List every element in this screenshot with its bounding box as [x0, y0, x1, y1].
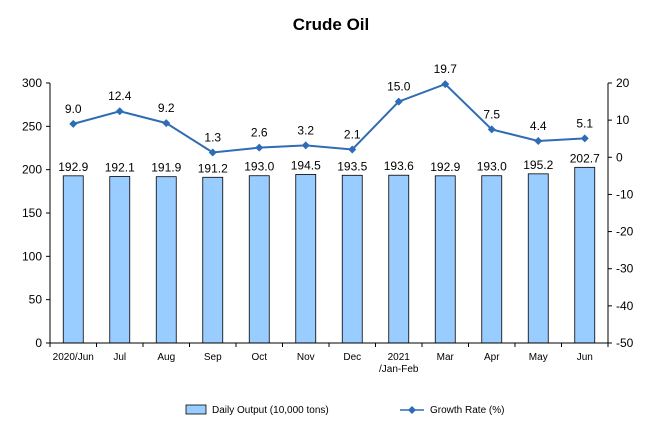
growth-rate-label-11: 5.1	[576, 116, 593, 130]
line-layer	[69, 80, 589, 157]
growth-rate-label-1: 12.4	[108, 89, 132, 103]
x-tick-label-8: Mar	[437, 352, 455, 363]
growth-rate-point-2	[162, 119, 171, 128]
x-tick-label-2: Aug	[157, 352, 175, 363]
growth-rate-label-6: 2.1	[344, 127, 361, 141]
bar-value-label-9: 193.0	[477, 160, 507, 174]
x-tick-label-3: Sep	[204, 352, 222, 363]
growth-rate-point-1	[115, 107, 124, 116]
chart-title: Crude Oil	[293, 15, 370, 34]
bar-5	[295, 174, 317, 344]
bar-value-label-3: 191.2	[198, 161, 228, 175]
bar-value-label-6: 193.5	[337, 159, 367, 173]
growth-rate-label-2: 9.2	[158, 101, 175, 115]
growth-rate-label-5: 3.2	[297, 123, 314, 137]
right-tick-label-6: 10	[616, 113, 630, 127]
right-tick-label-4: -10	[616, 187, 634, 201]
x-tick-label-11: Jun	[577, 352, 593, 363]
left-tick-label-0: 0	[35, 336, 42, 350]
left-tick-label-1: 50	[29, 293, 43, 307]
bar-7	[388, 174, 410, 344]
left-tick-label-5: 250	[22, 119, 42, 133]
growth-rate-line	[72, 82, 585, 154]
legend-line-marker	[408, 406, 416, 414]
right-tick-label-3: -20	[616, 225, 634, 239]
bar-value-label-7: 193.6	[384, 159, 414, 173]
right-tick-label-5: 0	[616, 150, 623, 164]
growth-rate-point-9	[487, 125, 496, 134]
x-tick-label-10: May	[529, 352, 548, 363]
growth-rate-label-8: 19.7	[434, 62, 458, 76]
bar-value-label-11: 202.7	[570, 151, 600, 165]
x-tick-label-1: Jul	[113, 352, 126, 363]
bar-1	[109, 176, 131, 344]
bar-value-label-8: 192.9	[430, 160, 460, 174]
labels-layer: 192.9 192.1 191.9 191.2 193.0 194.5 193.5 193.6…	[58, 62, 600, 175]
legend: Daily Output (10,000 tons) Growth Rate (…	[185, 404, 504, 416]
bar-8	[434, 175, 456, 344]
growth-rate-point-4	[255, 143, 264, 152]
right-tick-label-0: -50	[616, 336, 634, 350]
left-tick-label-2: 100	[22, 249, 42, 263]
bar-value-label-0: 192.9	[58, 160, 88, 174]
legend-bar-swatch	[185, 404, 207, 415]
growth-rate-point-10	[534, 136, 543, 145]
x-tick-label-5: Nov	[297, 352, 315, 363]
bar-4	[248, 175, 270, 344]
left-tick-label-4: 200	[22, 163, 42, 177]
x-tick-label-4: Oct	[251, 352, 267, 363]
growth-rate-label-3: 1.3	[204, 130, 221, 144]
x-tick-label-6: Dec	[343, 352, 361, 363]
bar-value-label-1: 192.1	[105, 161, 135, 175]
legend-line-label: Growth Rate (%)	[430, 405, 504, 416]
legend-bar-label: Daily Output (10,000 tons)	[212, 405, 329, 416]
bar-2	[155, 176, 177, 344]
bar-6	[341, 174, 363, 344]
growth-rate-point-6	[348, 145, 357, 154]
growth-rate-point-8	[441, 80, 450, 89]
bar-11	[574, 166, 596, 344]
growth-rate-label-0: 9.0	[65, 102, 82, 116]
left-tick-label-6: 300	[22, 76, 42, 90]
right-tick-label-7: 20	[616, 76, 630, 90]
right-tick-label-1: -40	[616, 299, 634, 313]
bar-9	[481, 175, 503, 344]
growth-rate-point-0	[69, 119, 78, 128]
x-tick-label-7: 2021/Jan-Feb	[379, 352, 419, 375]
growth-rate-point-11	[580, 134, 589, 143]
bar-value-label-10: 195.2	[523, 158, 553, 172]
growth-rate-label-9: 7.5	[483, 107, 500, 121]
growth-rate-point-5	[301, 141, 310, 150]
x-tick-label-9: Apr	[484, 352, 500, 363]
growth-rate-point-7	[394, 97, 403, 106]
left-tick-label-3: 150	[22, 206, 42, 220]
growth-rate-label-7: 15.0	[387, 80, 411, 94]
growth-rate-label-4: 2.6	[251, 126, 268, 140]
bar-3	[202, 176, 224, 344]
x-tick-label-0: 2020/Jun	[53, 352, 94, 363]
bar-value-label-4: 193.0	[244, 160, 274, 174]
bar-value-label-5: 194.5	[291, 158, 321, 172]
bar-value-label-2: 191.9	[151, 161, 181, 175]
right-tick-label-2: -30	[616, 262, 634, 276]
axes-layer: 050100150200250300-50-40-30-20-100102020…	[22, 76, 634, 375]
bar-10	[527, 173, 549, 344]
bars-layer	[62, 166, 596, 344]
growth-rate-point-3	[208, 148, 217, 157]
growth-rate-label-10: 4.4	[530, 119, 547, 133]
bar-0	[62, 175, 84, 344]
